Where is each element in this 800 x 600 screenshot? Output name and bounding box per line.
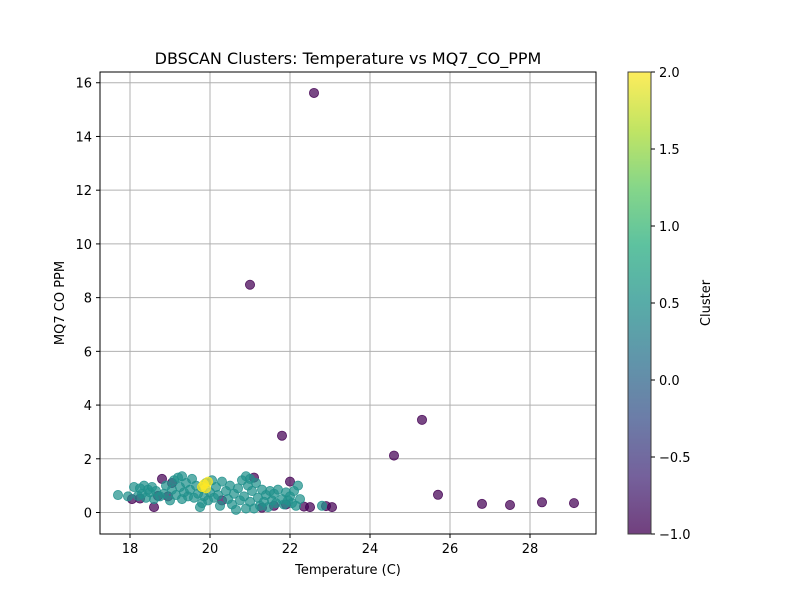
data-point	[432, 489, 443, 500]
data-point	[132, 490, 143, 501]
colorbar-tick-label: 0.0	[659, 374, 680, 389]
data-point	[416, 414, 427, 425]
y-tick-label: 16	[75, 77, 92, 92]
y-tick-label: 4	[84, 399, 92, 414]
data-point	[196, 481, 207, 492]
data-point	[216, 476, 227, 487]
grid	[100, 72, 596, 534]
y-axis-ticks: 0 2 4 6 8 10 12 14 16	[75, 77, 100, 522]
data-point	[476, 498, 487, 509]
data-point	[537, 497, 548, 508]
data-point	[292, 480, 303, 491]
data-point	[244, 279, 255, 290]
y-tick-label: 10	[75, 238, 92, 253]
data-point	[214, 500, 225, 511]
y-tick-label: 6	[84, 345, 92, 360]
data-point	[212, 490, 223, 501]
data-points	[113, 87, 580, 515]
data-point	[196, 498, 207, 509]
x-tick-label: 18	[122, 542, 139, 557]
x-tick-label: 22	[282, 542, 299, 557]
data-point	[326, 502, 337, 513]
colorbar	[627, 71, 652, 535]
y-tick-label: 0	[84, 507, 92, 522]
data-point	[244, 473, 255, 484]
x-tick-label: 28	[522, 542, 539, 557]
colorbar-tick-label: −0.5	[659, 451, 691, 466]
chart-title: DBSCAN Clusters: Temperature vs MQ7_CO_P…	[155, 49, 542, 69]
colorbar-tick-label: −1.0	[659, 528, 691, 543]
colorbar-tick-label: 1.5	[659, 143, 680, 158]
data-point	[276, 430, 287, 441]
data-point	[569, 498, 580, 509]
y-tick-label: 12	[75, 184, 92, 199]
colorbar-tick-label: 1.0	[659, 220, 680, 235]
y-tick-label: 14	[75, 130, 92, 145]
data-point	[294, 494, 305, 505]
colorbar-tick-label: 0.5	[659, 297, 680, 312]
data-point	[388, 450, 399, 461]
y-tick-label: 2	[84, 453, 92, 468]
y-tick-label: 8	[84, 292, 92, 307]
data-point	[113, 490, 124, 501]
data-point	[316, 500, 327, 511]
data-point	[284, 476, 295, 487]
plot-frame	[99, 71, 597, 535]
data-point	[230, 504, 241, 515]
x-tick-label: 26	[442, 542, 459, 557]
x-tick-label: 24	[362, 542, 379, 557]
data-point	[308, 87, 319, 98]
y-axis-label: MQ7 CO PPM	[53, 261, 68, 345]
x-axis-ticks: 18 20 22 24 26 28	[122, 534, 539, 557]
data-point	[246, 486, 257, 497]
x-axis-label: Temperature (C)	[294, 563, 401, 578]
colorbar-tick-label: 2.0	[659, 66, 680, 81]
data-point	[232, 483, 243, 494]
colorbar-ticks: −1.0 −0.5 0.0 0.5 1.0 1.5 2.0	[651, 66, 691, 543]
x-tick-label: 20	[202, 542, 219, 557]
data-point	[123, 491, 134, 502]
data-point	[504, 499, 515, 510]
data-point	[176, 471, 187, 482]
colorbar-label: Cluster	[699, 279, 714, 326]
